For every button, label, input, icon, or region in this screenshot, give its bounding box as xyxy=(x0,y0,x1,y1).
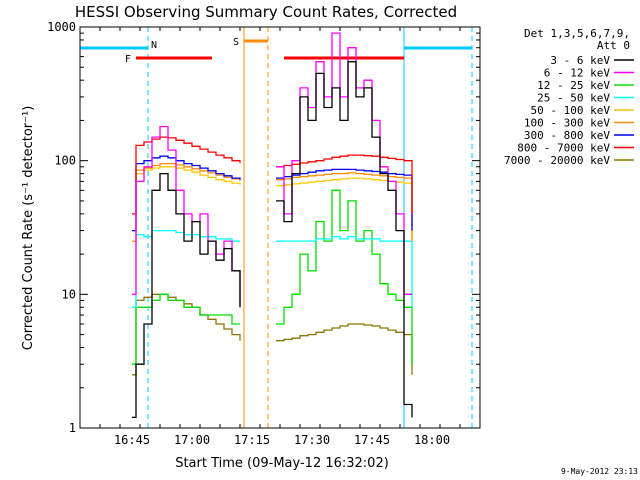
legend-label: 100 - 300 keV xyxy=(524,117,610,130)
legend-header-2: Att 0 xyxy=(597,39,630,52)
series-line-7000-20000keV xyxy=(276,323,413,375)
y-tick-label: 10 xyxy=(62,287,76,301)
x-tick-label: 17:30 xyxy=(294,433,330,447)
series-line-50-100keV xyxy=(132,166,241,242)
chart-title: HESSI Observing Summary Count Rates, Cor… xyxy=(75,3,457,21)
series-line-800-7000keV xyxy=(132,136,241,215)
legend-label: 800 - 7000 keV xyxy=(517,142,610,155)
legend-label: 3 - 6 keV xyxy=(550,54,610,67)
legend-label: 50 - 100 keV xyxy=(531,104,611,117)
x-tick-label: 17:00 xyxy=(174,433,210,447)
y-tick-label: 100 xyxy=(54,154,76,168)
x-axis-label: Start Time (09-May-12 16:32:02) xyxy=(175,456,389,471)
plot-frame xyxy=(79,26,481,429)
legend-label: 300 - 800 keV xyxy=(524,129,610,142)
flag-label: F xyxy=(125,54,131,65)
y-tick-label: 1000 xyxy=(47,20,76,34)
y-axis-label: Corrected Count Rate (s⁻¹ detector⁻¹) xyxy=(21,106,36,351)
series-line-300-800keV xyxy=(132,155,241,232)
x-tick-label: 17:15 xyxy=(234,433,270,447)
legend-label: 25 - 50 keV xyxy=(537,92,610,105)
x-tick-label: 17:45 xyxy=(354,433,390,447)
legend-header-1: Det 1,3,5,6,7,9, xyxy=(524,27,630,40)
series-line-50-100keV xyxy=(276,177,413,242)
legend-label: 6 - 12 keV xyxy=(544,67,611,80)
plot-area: 1 10 100 1000 16:45 17:00 17:15 17:30 17:45 18:00… xyxy=(47,20,481,447)
x-tick-label: 18:00 xyxy=(414,433,450,447)
series-line-100-300keV xyxy=(276,172,413,242)
legend-label: 7000 - 20000 keV xyxy=(504,154,610,167)
y-tick-label: 1 xyxy=(69,421,76,435)
flag-label: S xyxy=(233,37,239,48)
date-stamp: 9-May-2012 23:13 xyxy=(561,467,638,476)
series-line-3-6keV xyxy=(132,172,241,419)
flag-label: N xyxy=(151,40,157,51)
series-line-12-25keV xyxy=(132,293,240,365)
series-line-7000-20000keV xyxy=(132,293,241,376)
series-line-300-800keV xyxy=(276,168,413,231)
series-line-25-50keV xyxy=(276,236,413,308)
series-line-12-25keV xyxy=(276,189,413,365)
series-line-3-6keV xyxy=(276,61,413,418)
x-tick-label: 16:45 xyxy=(114,433,150,447)
legend-label: 12 - 25 keV xyxy=(537,79,610,92)
